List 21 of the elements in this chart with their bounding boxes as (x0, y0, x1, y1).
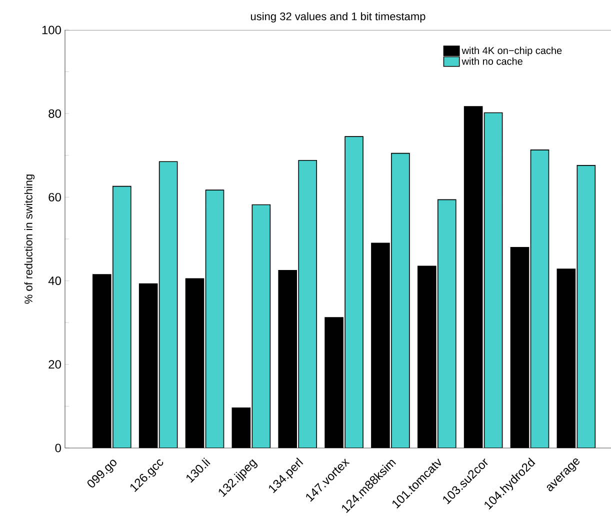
legend-label: with 4K on−chip cache (462, 46, 562, 56)
bar (437, 199, 456, 448)
y-tick-label: 80 (48, 109, 62, 118)
y-axis-title: % of reduction in switching (24, 174, 35, 304)
y-tick-label: 100 (42, 26, 62, 34)
chart-title: using 32 values and 1 bit timestamp (250, 12, 426, 22)
bar (576, 165, 596, 448)
y-tick-label: 20 (48, 360, 62, 369)
y-tick-label: 0 (55, 444, 62, 452)
bar (530, 150, 550, 448)
bar (112, 186, 132, 448)
y-tick-label: 40 (48, 276, 62, 286)
y-tick-label: 60 (48, 192, 62, 202)
bar (298, 160, 318, 448)
bar (158, 161, 178, 448)
bar (252, 204, 271, 448)
bar (484, 112, 503, 448)
bar (344, 136, 364, 448)
bar (391, 152, 410, 448)
bar (205, 190, 224, 448)
legend-label: with no cache (462, 57, 522, 65)
